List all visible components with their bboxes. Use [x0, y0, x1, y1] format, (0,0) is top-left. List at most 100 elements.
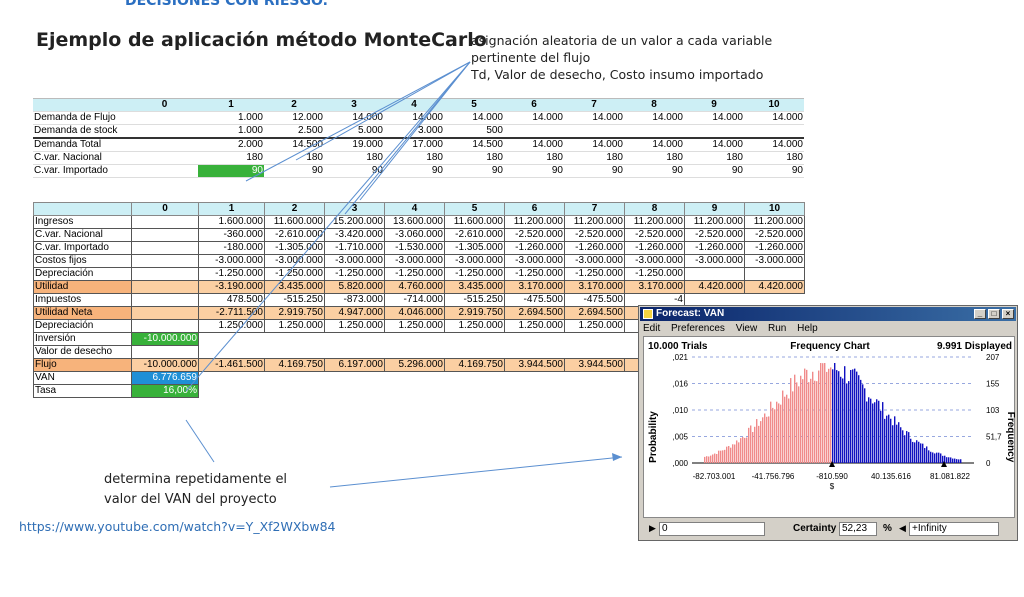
- cell[interactable]: 90: [744, 164, 804, 178]
- left-arrow-icon[interactable]: ▶: [649, 523, 656, 533]
- header-cell[interactable]: 0: [131, 98, 198, 112]
- cell[interactable]: 6.197.000: [324, 358, 385, 372]
- cell[interactable]: -10.000.000: [131, 332, 199, 346]
- histogram-bar: [716, 454, 718, 463]
- row-label[interactable]: C.var. Importado: [33, 164, 131, 178]
- cell[interactable]: 4.169.750: [444, 358, 505, 372]
- cell[interactable]: 14.500: [444, 137, 504, 152]
- cell[interactable]: [131, 151, 198, 165]
- histogram-bar: [860, 379, 862, 463]
- certainty-field[interactable]: 52,23: [839, 522, 877, 536]
- right-arrow-icon[interactable]: ◀: [899, 523, 906, 533]
- cell[interactable]: [131, 137, 198, 152]
- cell[interactable]: 1.250.000: [198, 319, 265, 333]
- row-label[interactable]: Demanda Total: [33, 137, 131, 152]
- close-button[interactable]: ×: [1002, 309, 1014, 319]
- cell[interactable]: 14.000: [744, 137, 804, 152]
- maximize-button[interactable]: □: [988, 309, 1000, 319]
- header-cell[interactable]: 3: [324, 98, 384, 112]
- cell[interactable]: 3.170.000: [504, 280, 565, 294]
- cell[interactable]: 180: [564, 151, 624, 165]
- cell[interactable]: 180: [624, 151, 684, 165]
- cell[interactable]: 90: [324, 164, 384, 178]
- header-cell[interactable]: 1: [198, 98, 264, 112]
- header-cell[interactable]: [33, 98, 131, 112]
- cell[interactable]: 180: [324, 151, 384, 165]
- header-cell[interactable]: 6: [504, 202, 565, 216]
- cell[interactable]: 180: [744, 151, 804, 165]
- cell[interactable]: 180: [444, 151, 504, 165]
- menu-run[interactable]: Run: [768, 323, 787, 334]
- cell[interactable]: 2.000: [198, 137, 264, 152]
- cell[interactable]: 90: [624, 164, 684, 178]
- cell[interactable]: 14.000: [624, 137, 684, 152]
- cell[interactable]: 16,00%: [131, 384, 199, 398]
- menu-preferences[interactable]: Preferences: [671, 323, 725, 334]
- menu-edit[interactable]: Edit: [643, 323, 661, 334]
- certainty-marker-right[interactable]: [941, 461, 947, 467]
- cell[interactable]: [131, 164, 198, 178]
- menu-help[interactable]: Help: [797, 323, 818, 334]
- cell[interactable]: 12.000: [264, 111, 324, 125]
- cell[interactable]: 90: [684, 164, 744, 178]
- menu-view[interactable]: View: [735, 323, 758, 334]
- header-cell[interactable]: 8: [624, 98, 684, 112]
- minimize-button[interactable]: _: [974, 309, 986, 319]
- cell[interactable]: 14.000: [624, 111, 684, 125]
- cell[interactable]: 180: [684, 151, 744, 165]
- header-cell[interactable]: 7: [564, 98, 624, 112]
- cell[interactable]: 14.000: [564, 137, 624, 152]
- cell[interactable]: 1.250.000: [264, 319, 325, 333]
- cell[interactable]: 1.000: [198, 111, 264, 125]
- upper-bound-field[interactable]: +Infinity: [909, 522, 999, 536]
- cell[interactable]: 4.420.000: [684, 280, 745, 294]
- row-label[interactable]: Demanda de Flujo: [33, 111, 131, 125]
- cell[interactable]: 5.296.000: [384, 358, 445, 372]
- cell[interactable]: 14.000: [564, 111, 624, 125]
- cell[interactable]: 90: [264, 164, 324, 178]
- cell[interactable]: 14.000: [504, 137, 564, 152]
- cell[interactable]: 180: [384, 151, 444, 165]
- cell[interactable]: 2.919.750: [444, 306, 505, 320]
- cell[interactable]: 14.000: [504, 111, 564, 125]
- row-label[interactable]: Utilidad Neta: [33, 306, 132, 320]
- lower-bound-field[interactable]: 0: [659, 522, 765, 536]
- header-cell[interactable]: 2: [264, 98, 324, 112]
- header-cell[interactable]: 9: [684, 98, 744, 112]
- cell[interactable]: 14.000: [684, 137, 744, 152]
- header-cell[interactable]: 10: [744, 98, 804, 112]
- cell[interactable]: 180: [198, 151, 264, 165]
- cell[interactable]: 90: [504, 164, 564, 178]
- cell[interactable]: 14.500: [264, 137, 324, 152]
- header-cell[interactable]: 5: [444, 202, 505, 216]
- cell[interactable]: 180: [264, 151, 324, 165]
- header-cell[interactable]: [33, 202, 132, 216]
- cell[interactable]: 3.944.500: [504, 358, 565, 372]
- histogram-bar: [820, 363, 822, 463]
- cell[interactable]: 180: [504, 151, 564, 165]
- cell[interactable]: 19.000: [324, 137, 384, 152]
- header-cell[interactable]: 10: [744, 202, 805, 216]
- row-label[interactable]: C.var. Nacional: [33, 151, 131, 165]
- cell[interactable]: 14.000: [444, 111, 504, 125]
- cell[interactable]: 14.000: [684, 111, 744, 125]
- cell[interactable]: 4.420.000: [744, 280, 805, 294]
- cell[interactable]: 90: [564, 164, 624, 178]
- cell[interactable]: [131, 111, 198, 125]
- cell[interactable]: 3.435.000: [444, 280, 505, 294]
- header-cell[interactable]: 6: [504, 98, 564, 112]
- window-titlebar[interactable]: Forecast: VAN _ □ ×: [640, 307, 1016, 321]
- cell[interactable]: 14.000: [384, 111, 444, 125]
- video-link[interactable]: https://www.youtube.com/watch?v=Y_Xf2WXb…: [19, 519, 336, 534]
- x-unit-label: $: [830, 482, 835, 491]
- cell[interactable]: 4.169.750: [264, 358, 325, 372]
- cell[interactable]: 90: [384, 164, 444, 178]
- histogram-bar: [840, 376, 842, 463]
- header-cell[interactable]: 0: [131, 202, 199, 216]
- header-cell[interactable]: 5: [444, 98, 504, 112]
- cell[interactable]: 90: [198, 164, 264, 178]
- cell[interactable]: 14.000: [744, 111, 804, 125]
- certainty-marker-left[interactable]: [829, 461, 835, 467]
- histogram-bar: [960, 459, 962, 463]
- cell[interactable]: 90: [444, 164, 504, 178]
